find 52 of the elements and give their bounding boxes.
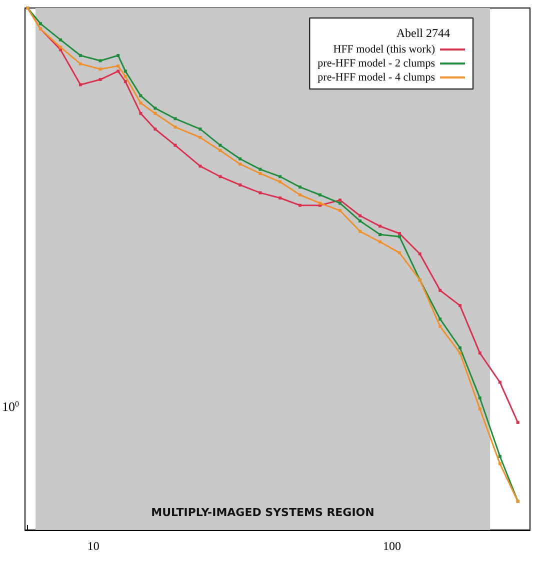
point — [358, 219, 362, 222]
point — [478, 396, 482, 400]
point — [258, 191, 262, 194]
point — [358, 230, 362, 233]
band-label: MULTIPLY-IMAGED SYSTEMS REGION — [151, 506, 374, 519]
point — [218, 144, 222, 147]
point — [278, 175, 282, 178]
point — [458, 346, 462, 350]
point — [338, 209, 342, 212]
point — [278, 196, 282, 200]
point — [418, 252, 422, 256]
point — [338, 198, 342, 202]
point — [139, 102, 142, 105]
point — [438, 318, 442, 321]
point — [358, 214, 362, 218]
point — [438, 324, 442, 328]
point — [458, 352, 462, 355]
point — [398, 235, 402, 238]
point — [198, 136, 202, 139]
point — [139, 112, 142, 115]
legend-label: pre-HFF model - 2 clumps — [318, 58, 435, 70]
point — [398, 251, 402, 254]
point — [278, 180, 282, 184]
point — [498, 454, 502, 458]
point — [498, 462, 502, 466]
point — [458, 304, 462, 308]
point — [238, 183, 242, 186]
point — [478, 407, 482, 410]
point — [298, 193, 302, 196]
point — [298, 204, 302, 207]
point — [258, 168, 262, 171]
point — [298, 186, 302, 189]
legend-label: HFF model (this work) — [333, 44, 436, 56]
point — [498, 380, 502, 384]
point — [198, 128, 202, 131]
point — [258, 172, 262, 175]
point — [218, 149, 222, 152]
x-tick-label: 10 — [87, 539, 100, 553]
point — [139, 94, 142, 98]
point — [238, 157, 242, 160]
point — [218, 175, 222, 178]
point — [378, 224, 382, 228]
point — [378, 233, 382, 236]
legend-label: pre-HFF model - 4 clumps — [318, 72, 435, 84]
legend-title: Abell 2744 — [396, 26, 450, 40]
point — [198, 164, 202, 168]
point — [238, 162, 242, 166]
point — [478, 352, 482, 355]
point — [378, 240, 382, 244]
point — [338, 202, 342, 205]
point — [318, 193, 322, 196]
point — [438, 288, 442, 292]
